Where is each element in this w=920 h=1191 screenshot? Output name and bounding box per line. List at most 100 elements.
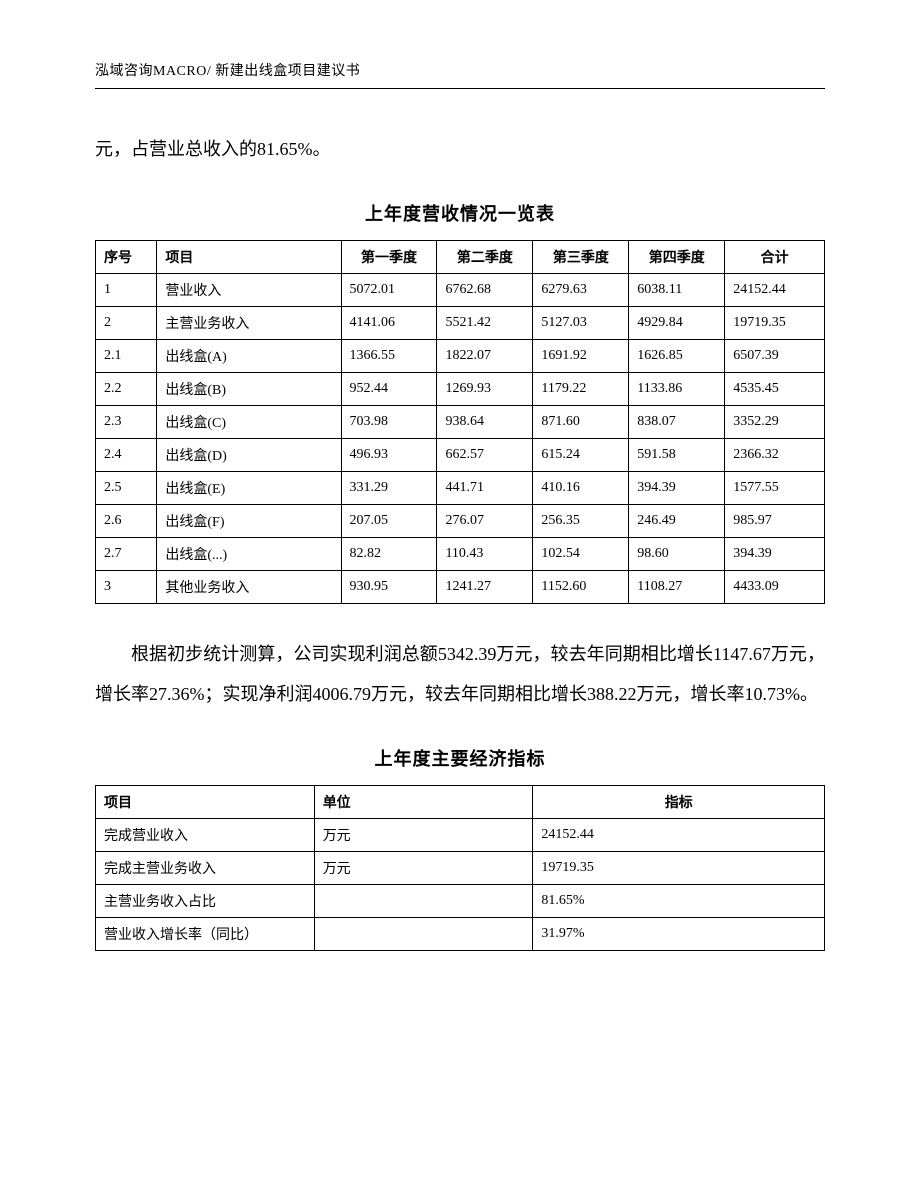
table-cell: 1691.92	[533, 339, 629, 372]
table-header-row: 序号 项目 第一季度 第二季度 第三季度 第四季度 合计	[96, 240, 825, 273]
indicator-table: 项目 单位 指标 完成营业收入万元24152.44完成主营业务收入万元19719…	[95, 785, 825, 951]
table-row: 2.2出线盒(B)952.441269.931179.221133.864535…	[96, 372, 825, 405]
table-cell: 1152.60	[533, 570, 629, 603]
col-item: 项目	[157, 240, 341, 273]
table-cell: 完成主营业务收入	[96, 851, 315, 884]
table-cell: 110.43	[437, 537, 533, 570]
table-cell: 1366.55	[341, 339, 437, 372]
header-rule	[95, 88, 825, 89]
col-unit: 单位	[314, 785, 533, 818]
table-cell: 2.1	[96, 339, 157, 372]
table-cell: 4929.84	[629, 306, 725, 339]
intro-continuation: 元，占营业总收入的81.65%。	[95, 129, 825, 170]
table-cell: 6507.39	[725, 339, 825, 372]
mid-paragraph: 根据初步统计测算，公司实现利润总额5342.39万元，较去年同期相比增长1147…	[95, 634, 825, 715]
table-cell: 930.95	[341, 570, 437, 603]
table-row: 2.5出线盒(E)331.29441.71410.16394.391577.55	[96, 471, 825, 504]
table-cell: 1179.22	[533, 372, 629, 405]
revenue-table: 序号 项目 第一季度 第二季度 第三季度 第四季度 合计 1营业收入5072.0…	[95, 240, 825, 604]
table-cell: 1241.27	[437, 570, 533, 603]
table-row: 3其他业务收入930.951241.271152.601108.274433.0…	[96, 570, 825, 603]
table-cell: 331.29	[341, 471, 437, 504]
table-cell	[314, 917, 533, 950]
table-cell: 出线盒(C)	[157, 405, 341, 438]
table-cell: 5521.42	[437, 306, 533, 339]
col-q1: 第一季度	[341, 240, 437, 273]
table-cell: 256.35	[533, 504, 629, 537]
table-cell: 615.24	[533, 438, 629, 471]
table-cell: 441.71	[437, 471, 533, 504]
table-cell: 207.05	[341, 504, 437, 537]
table-cell: 1577.55	[725, 471, 825, 504]
table-row: 2主营业务收入4141.065521.425127.034929.8419719…	[96, 306, 825, 339]
table-cell: 2.3	[96, 405, 157, 438]
col-q2: 第二季度	[437, 240, 533, 273]
table-cell: 246.49	[629, 504, 725, 537]
table-cell: 3352.29	[725, 405, 825, 438]
table-row: 完成主营业务收入万元19719.35	[96, 851, 825, 884]
table-cell: 5072.01	[341, 273, 437, 306]
table-cell: 276.07	[437, 504, 533, 537]
col-seq: 序号	[96, 240, 157, 273]
table-cell: 985.97	[725, 504, 825, 537]
table-row: 2.1出线盒(A)1366.551822.071691.921626.85650…	[96, 339, 825, 372]
table-cell: 2	[96, 306, 157, 339]
table-cell: 662.57	[437, 438, 533, 471]
table-cell: 出线盒(F)	[157, 504, 341, 537]
table1-title: 上年度营收情况一览表	[95, 200, 825, 226]
table-cell: 万元	[314, 818, 533, 851]
table-cell: 完成营业收入	[96, 818, 315, 851]
col-value: 指标	[533, 785, 825, 818]
table-cell: 1108.27	[629, 570, 725, 603]
table-cell: 3	[96, 570, 157, 603]
table-cell: 6038.11	[629, 273, 725, 306]
table-row: 2.3出线盒(C)703.98938.64871.60838.073352.29	[96, 405, 825, 438]
table-cell: 19719.35	[725, 306, 825, 339]
table-cell: 31.97%	[533, 917, 825, 950]
table-cell: 24152.44	[725, 273, 825, 306]
table-cell: 1626.85	[629, 339, 725, 372]
table-row: 2.6出线盒(F)207.05276.07256.35246.49985.97	[96, 504, 825, 537]
table-row: 2.7出线盒(...)82.82110.43102.5498.60394.39	[96, 537, 825, 570]
table-cell: 主营业务收入占比	[96, 884, 315, 917]
table-cell: 938.64	[437, 405, 533, 438]
table-row: 1营业收入5072.016762.686279.636038.1124152.4…	[96, 273, 825, 306]
col-q4: 第四季度	[629, 240, 725, 273]
table-cell: 871.60	[533, 405, 629, 438]
table-cell: 19719.35	[533, 851, 825, 884]
table-cell: 410.16	[533, 471, 629, 504]
table-cell: 营业收入	[157, 273, 341, 306]
table-cell: 出线盒(D)	[157, 438, 341, 471]
col-total: 合计	[725, 240, 825, 273]
table-cell: 394.39	[725, 537, 825, 570]
table-cell: 496.93	[341, 438, 437, 471]
table-cell: 营业收入增长率（同比）	[96, 917, 315, 950]
table-cell: 102.54	[533, 537, 629, 570]
table-cell: 2.4	[96, 438, 157, 471]
table-cell: 4141.06	[341, 306, 437, 339]
table-cell: 394.39	[629, 471, 725, 504]
table-cell: 其他业务收入	[157, 570, 341, 603]
table-header-row: 项目 单位 指标	[96, 785, 825, 818]
table-cell: 1	[96, 273, 157, 306]
table-cell: 24152.44	[533, 818, 825, 851]
table-cell: 4535.45	[725, 372, 825, 405]
table-cell	[314, 884, 533, 917]
table-cell: 82.82	[341, 537, 437, 570]
document-page: 泓域咨询MACRO/ 新建出线盒项目建议书 元，占营业总收入的81.65%。 上…	[0, 0, 920, 1191]
col-q3: 第三季度	[533, 240, 629, 273]
table-cell: 6762.68	[437, 273, 533, 306]
table-cell: 1269.93	[437, 372, 533, 405]
table-cell: 2.6	[96, 504, 157, 537]
table-cell: 2.2	[96, 372, 157, 405]
table-cell: 952.44	[341, 372, 437, 405]
table-row: 2.4出线盒(D)496.93662.57615.24591.582366.32	[96, 438, 825, 471]
table-cell: 2.5	[96, 471, 157, 504]
table-cell: 98.60	[629, 537, 725, 570]
table-cell: 81.65%	[533, 884, 825, 917]
table2-title: 上年度主要经济指标	[95, 745, 825, 771]
table-cell: 2366.32	[725, 438, 825, 471]
col-item: 项目	[96, 785, 315, 818]
table-row: 主营业务收入占比 81.65%	[96, 884, 825, 917]
table-row: 营业收入增长率（同比） 31.97%	[96, 917, 825, 950]
